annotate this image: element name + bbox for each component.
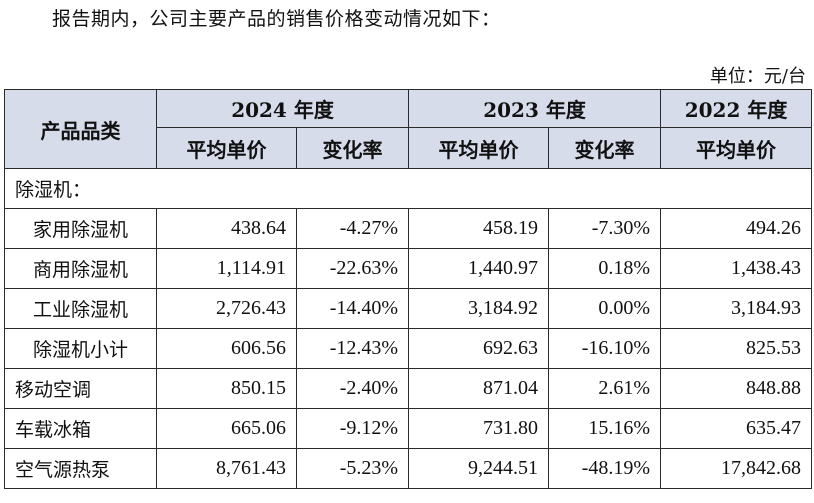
table-row: 空气源热泵 8,761.43 -5.23% 9,244.51 -48.19% 1… xyxy=(4,448,813,489)
avg-price-header-2022: 平均单价 xyxy=(660,127,813,169)
table-row: 车载冰箱 665.06 -9.12% 731.80 15.16% 635.47 xyxy=(4,408,813,449)
change-rate-2023: -16.10% xyxy=(548,328,662,369)
avg-price-2023: 1,440.97 xyxy=(408,248,550,289)
change-rate-2024: -4.27% xyxy=(295,208,410,249)
change-rate-2023: 15.16% xyxy=(548,408,662,449)
intro-paragraph: 报告期内，公司主要产品的销售价格变动情况如下： xyxy=(52,8,501,30)
avg-price-2022: 17,842.68 xyxy=(660,448,813,489)
year-2024-header: 2024 年度 xyxy=(155,89,410,128)
table-row: 除湿机小计 606.56 -12.43% 692.63 -16.10% 825.… xyxy=(4,328,813,369)
unit-note: 单位：元/台 xyxy=(709,66,806,87)
avg-price-2023: 731.80 xyxy=(408,408,550,449)
section-label: 除湿机： xyxy=(3,168,813,209)
change-rate-2023: -7.30% xyxy=(548,208,662,249)
change-rate-2024: -9.12% xyxy=(295,408,410,449)
table-row: 商用除湿机 1,114.91 -22.63% 1,440.97 0.18% 1,… xyxy=(4,248,813,289)
avg-price-2024: 438.64 xyxy=(156,208,297,249)
avg-price-2023: 458.19 xyxy=(408,208,550,249)
table-row: 工业除湿机 2,726.43 -14.40% 3,184.92 0.00% 3,… xyxy=(4,288,813,329)
avg-price-header-2024: 平均单价 xyxy=(156,127,297,169)
change-rate-2023: 0.18% xyxy=(548,248,662,289)
table-header-row-years: 产品品类 2024 年度 2023 年度 2022 年度 xyxy=(4,89,813,169)
table-row: 家用除湿机 438.64 -4.27% 458.19 -7.30% 494.26 xyxy=(4,208,813,249)
change-rate-2024: -2.40% xyxy=(295,368,410,409)
change-rate-2023: 2.61% xyxy=(548,368,662,409)
change-rate-2024: -14.40% xyxy=(295,288,410,329)
category-header: 产品品类 xyxy=(4,89,157,169)
change-rate-2024: -22.63% xyxy=(295,248,410,289)
avg-price-2024: 2,726.43 xyxy=(156,288,297,329)
avg-price-2022: 3,184.93 xyxy=(660,288,813,329)
price-change-table: 产品品类 2024 年度 2023 年度 2022 年度 平均单价 变化率 平均… xyxy=(3,89,813,489)
avg-price-header-2023: 平均单价 xyxy=(408,127,550,169)
avg-price-2023: 692.63 xyxy=(408,328,550,369)
year-2023-header: 2023 年度 xyxy=(408,89,662,128)
change-rate-header-2023: 变化率 xyxy=(548,127,662,169)
avg-price-2024: 8,761.43 xyxy=(156,448,297,489)
avg-price-2022: 825.53 xyxy=(660,328,813,369)
row-label: 空气源热泵 xyxy=(4,448,157,489)
change-rate-2024: -5.23% xyxy=(295,448,410,489)
avg-price-2022: 494.26 xyxy=(660,208,813,249)
year-2022-header: 2022 年度 xyxy=(660,89,813,128)
row-label: 商用除湿机 xyxy=(4,248,157,289)
change-rate-2024: -12.43% xyxy=(295,328,410,369)
avg-price-2024: 665.06 xyxy=(156,408,297,449)
row-label: 家用除湿机 xyxy=(4,208,157,249)
table-row: 移动空调 850.15 -2.40% 871.04 2.61% 848.88 xyxy=(4,368,813,409)
change-rate-2023: 0.00% xyxy=(548,288,662,329)
avg-price-2024: 850.15 xyxy=(156,368,297,409)
avg-price-2022: 635.47 xyxy=(660,408,813,449)
change-rate-2023: -48.19% xyxy=(548,448,662,489)
avg-price-2024: 1,114.91 xyxy=(156,248,297,289)
avg-price-2024: 606.56 xyxy=(156,328,297,369)
avg-price-2023: 9,244.51 xyxy=(408,448,550,489)
table-header-row-columns: 平均单价 变化率 平均单价 变化率 平均单价 xyxy=(5,127,813,169)
avg-price-2023: 3,184.92 xyxy=(408,288,550,329)
change-rate-header-2024: 变化率 xyxy=(295,127,410,169)
row-label: 车载冰箱 xyxy=(4,408,157,449)
row-label: 除湿机小计 xyxy=(4,328,157,369)
row-label: 移动空调 xyxy=(4,368,157,409)
row-label: 工业除湿机 xyxy=(4,288,157,329)
avg-price-2023: 871.04 xyxy=(408,368,550,409)
section-row-dehumidifier: 除湿机： xyxy=(3,168,813,209)
avg-price-2022: 1,438.43 xyxy=(660,248,813,289)
avg-price-2022: 848.88 xyxy=(660,368,813,409)
